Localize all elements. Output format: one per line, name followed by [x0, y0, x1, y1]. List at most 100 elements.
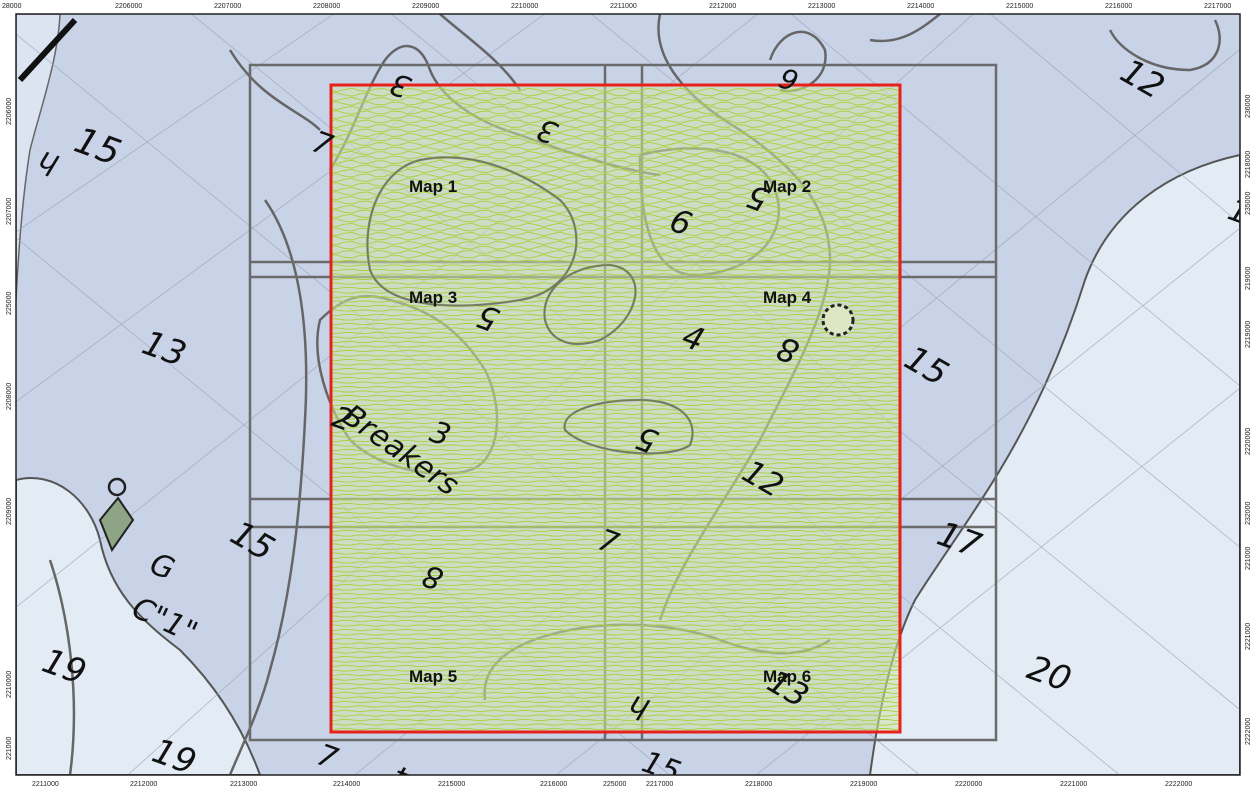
survey-track-line: [331, 498, 900, 501]
survey-track-line: [331, 606, 900, 609]
survey-track-line: [331, 209, 900, 214]
svg-text:2216000: 2216000: [540, 781, 567, 788]
svg-text:2210000: 2210000: [6, 671, 13, 698]
survey-track-line: [331, 615, 900, 618]
survey-track-line: [331, 520, 900, 524]
svg-text:219000: 219000: [1245, 267, 1252, 290]
survey-track-line: [331, 705, 900, 708]
survey-track-line: [331, 345, 900, 348]
survey-track-line: [331, 669, 900, 672]
svg-text:225000: 225000: [6, 292, 13, 315]
survey-track-line: [331, 718, 900, 722]
map-3-label[interactable]: Map 3: [409, 288, 457, 307]
bottom-ruler: 2211000 2212000 2213000 2214000 2215000 …: [32, 781, 1192, 788]
survey-track-line: [331, 583, 900, 587]
survey-track-line: [331, 132, 900, 138]
survey-track-line: [331, 150, 900, 156]
survey-track-line: [331, 538, 900, 542]
svg-text:2215000: 2215000: [1006, 3, 1033, 10]
survey-track-line: [331, 141, 900, 147]
svg-text:2216000: 2216000: [1105, 3, 1132, 10]
survey-track-line: [331, 177, 900, 183]
survey-track-line: [331, 511, 900, 515]
map-2-label[interactable]: Map 2: [763, 177, 811, 196]
survey-track-line: [331, 439, 900, 443]
survey-track-line: [331, 300, 900, 303]
survey-track-line: [331, 646, 900, 650]
svg-text:2211000: 2211000: [32, 781, 59, 788]
survey-track-line: [331, 105, 900, 111]
survey-track-line: [331, 475, 900, 479]
right-ruler: 236000 2218000 235000 219000 2219000 222…: [1245, 95, 1252, 745]
survey-track-line: [331, 191, 900, 196]
survey-track-line: [331, 619, 900, 623]
survey-track-line: [331, 394, 900, 398]
survey-track-line: [331, 137, 900, 142]
survey-boundary: [329, 83, 902, 734]
survey-track-line: [331, 678, 900, 681]
svg-text:2213000: 2213000: [808, 3, 835, 10]
survey-track-line: [331, 556, 900, 560]
svg-text:235000: 235000: [1245, 192, 1252, 215]
survey-track-line: [331, 543, 900, 546]
survey-track-line: [331, 155, 900, 160]
survey-track-line: [331, 534, 900, 537]
top-ruler: 28000 2206000 2207000 2208000 2209000 22…: [2, 3, 1231, 10]
map-6-label[interactable]: Map 6: [763, 667, 811, 686]
survey-track-line: [331, 691, 900, 695]
survey-track-line: [331, 195, 900, 201]
survey-track-line: [331, 696, 900, 699]
survey-track-line: [331, 457, 900, 461]
survey-track-line: [331, 628, 900, 632]
survey-track-line: [331, 682, 900, 686]
survey-track-line: [331, 273, 900, 276]
map-4-label[interactable]: Map 4: [763, 288, 812, 307]
survey-track-line: [331, 322, 900, 326]
svg-text:2212000: 2212000: [130, 781, 157, 788]
survey-track-line: [331, 295, 900, 299]
survey-track-line: [331, 114, 900, 120]
svg-text:2219000: 2219000: [850, 781, 877, 788]
survey-track-line: [331, 213, 900, 219]
survey-track-line: [331, 430, 900, 434]
survey-track-line: [331, 110, 900, 115]
survey-track-line: [331, 484, 900, 488]
survey-track-line: [331, 200, 900, 205]
survey-track-line: [331, 637, 900, 641]
svg-text:2210000: 2210000: [511, 3, 538, 10]
survey-track-line: [331, 363, 900, 366]
survey-track-line: [331, 664, 900, 668]
survey-track-line: [331, 268, 900, 272]
survey-track-line: [331, 673, 900, 677]
svg-text:2208000: 2208000: [313, 3, 340, 10]
survey-track-line: [331, 453, 900, 456]
svg-text:2222000: 2222000: [1165, 781, 1192, 788]
svg-text:2213000: 2213000: [230, 781, 257, 788]
survey-track-line: [331, 182, 900, 187]
survey-track-line: [331, 597, 900, 600]
survey-track-line: [331, 565, 900, 569]
survey-track-line: [331, 92, 900, 97]
survey-track-line: [331, 489, 900, 492]
svg-text:2221000: 2221000: [1060, 781, 1087, 788]
survey-track-line: [331, 624, 900, 627]
survey-track-line: [331, 354, 900, 357]
survey-track-line: [331, 709, 900, 713]
survey-track-line: [331, 119, 900, 124]
survey-track-line: [331, 173, 900, 178]
survey-track-line: [331, 349, 900, 353]
survey-track-line: [331, 480, 900, 483]
map-5-label[interactable]: Map 5: [409, 667, 457, 686]
survey-track-line: [331, 123, 900, 129]
survey-track-line: [331, 164, 900, 169]
svg-text:2211000: 2211000: [610, 3, 637, 10]
svg-text:221000: 221000: [1245, 547, 1252, 570]
shoal-northwest: [16, 14, 61, 301]
svg-text:2206000: 2206000: [6, 98, 13, 125]
survey-track-line: [331, 592, 900, 596]
map-1-label[interactable]: Map 1: [409, 177, 457, 196]
svg-text:2209000: 2209000: [412, 3, 439, 10]
svg-text:2206000: 2206000: [115, 3, 142, 10]
survey-track-line: [331, 259, 900, 263]
survey-track-line: [331, 552, 900, 555]
